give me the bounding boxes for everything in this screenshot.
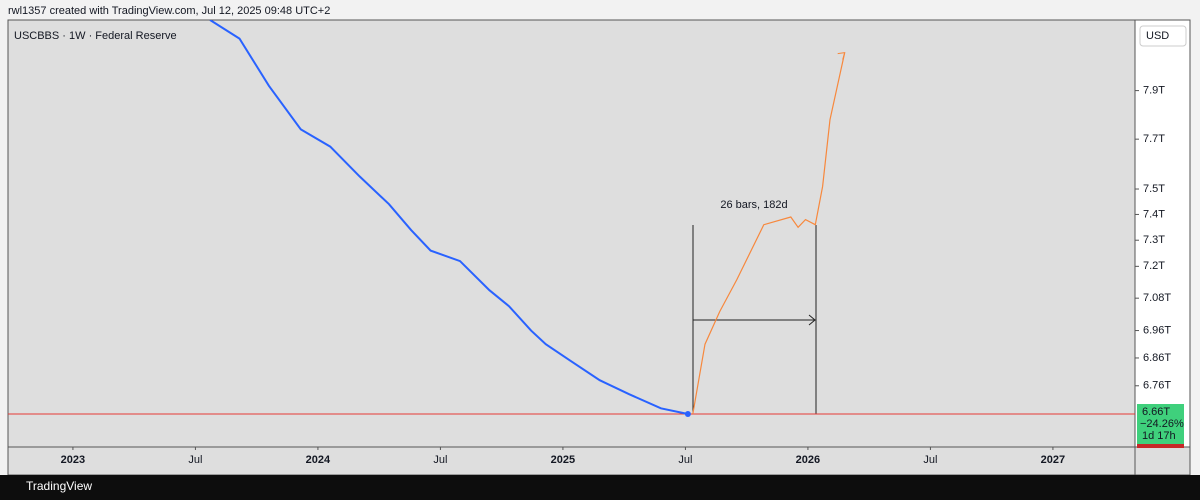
annotation: 26 bars, 182d: [720, 199, 787, 211]
x-tick-label: Jul: [433, 454, 447, 466]
change-label: −24.26%: [1140, 418, 1184, 430]
footer-bar: [0, 475, 1200, 500]
legend: USCBBS · 1W · Federal Reserve: [14, 30, 177, 42]
y-tick-label: 7.2T: [1143, 260, 1165, 272]
x-tick-label: Jul: [188, 454, 202, 466]
header: rwl1357 created with TradingView.com, Ju…: [8, 5, 330, 17]
series-line: [692, 52, 846, 415]
y-tick-label: 7.9T: [1143, 85, 1165, 97]
x-tick-label: 2023: [61, 454, 85, 466]
x-tick-label: 2027: [1041, 454, 1065, 466]
currency: USD: [1146, 30, 1169, 42]
x-tick-label: Jul: [678, 454, 692, 466]
price-label: 6.66T: [1142, 406, 1170, 418]
y-tick-label: 7.3T: [1143, 234, 1165, 246]
footer-logo: TradingView: [26, 479, 92, 493]
y-tick-label: 7.7T: [1143, 133, 1165, 145]
plot-area: [8, 20, 1135, 447]
projection-arrow: [837, 52, 846, 60]
time-scale: [8, 447, 1190, 475]
x-tick-label: Jul: [923, 454, 937, 466]
price-scale: [1135, 20, 1190, 447]
price-label-bar: [1137, 444, 1184, 449]
y-tick-label: 7.5T: [1143, 183, 1165, 195]
countdown: 1d 17h: [1142, 430, 1176, 442]
x-tick-label: 2026: [796, 454, 820, 466]
currency-box: [1139, 25, 1187, 47]
y-tick-label: 6.76T: [1143, 380, 1171, 392]
arrow-head: [808, 314, 816, 326]
y-tick-label: 6.86T: [1143, 352, 1171, 364]
price-label-box: [1137, 404, 1184, 445]
last-point: [684, 411, 691, 418]
x-tick-label: 2024: [306, 454, 331, 466]
y-tick-label: 7.4T: [1143, 208, 1165, 220]
x-tick-label: 2025: [551, 454, 575, 466]
y-tick-label: 6.96T: [1143, 324, 1171, 336]
series-line: [209, 20, 689, 415]
y-tick-label: 7.08T: [1143, 292, 1171, 304]
